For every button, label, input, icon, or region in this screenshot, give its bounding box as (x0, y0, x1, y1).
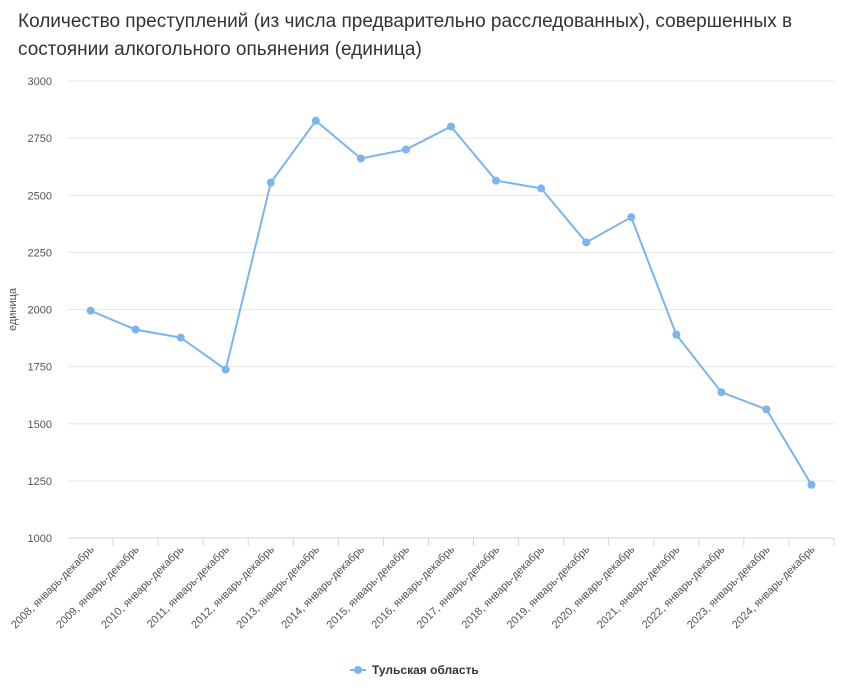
x-tick-label: 2022, январь-декабрь (640, 543, 728, 631)
y-tick-label: 1250 (28, 476, 52, 488)
x-tick-label: 2013, январь-декабрь (234, 543, 322, 631)
data-point[interactable] (672, 330, 681, 339)
y-tick-label: 2250 (28, 247, 52, 259)
data-point[interactable] (401, 145, 410, 154)
x-tick-label: 2020, январь-декабрь (550, 543, 638, 631)
x-tick-label: 2017, январь-декабрь (415, 543, 503, 631)
series-line (90, 119, 813, 486)
y-axis-title: единица (7, 287, 19, 331)
data-point[interactable] (717, 388, 726, 397)
data-point[interactable] (311, 116, 320, 125)
x-tick-label: 2018, январь-декабрь (460, 543, 548, 631)
x-tick-label: 2008, январь-декабрь (9, 543, 97, 631)
legend-marker[interactable] (354, 666, 362, 674)
x-tick-label: 2021, январь-декабрь (595, 543, 683, 631)
x-tick-label: 2009, январь-декабрь (54, 543, 142, 631)
data-point[interactable] (492, 176, 501, 185)
data-point[interactable] (807, 480, 816, 489)
y-tick-label: 2750 (28, 133, 52, 145)
y-tick-label: 3000 (28, 76, 52, 88)
y-tick-label: 2500 (28, 190, 52, 202)
data-point[interactable] (582, 238, 591, 247)
data-point[interactable] (221, 365, 230, 374)
x-tick-label: 2015, январь-декабрь (325, 543, 413, 631)
data-point[interactable] (447, 122, 455, 131)
data-point[interactable] (176, 333, 185, 342)
data-point[interactable] (266, 178, 275, 187)
data-point[interactable] (537, 184, 546, 193)
x-tick-label: 2014, январь-декабрь (279, 543, 367, 631)
data-point[interactable] (356, 154, 365, 163)
y-tick-label: 1750 (28, 362, 52, 374)
chart-title: Количество преступлений (из числа предва… (18, 11, 793, 60)
x-tick-label: 2016, январь-декабрь (370, 543, 458, 631)
x-tick-label: 2012, январь-декабрь (189, 543, 277, 631)
data-point[interactable] (762, 405, 771, 414)
y-tick-label: 2000 (28, 305, 52, 317)
x-tick-label: 2011, январь-декабрь (145, 543, 232, 630)
x-tick-label: 2024, январь-декабрь (730, 543, 818, 631)
data-point[interactable] (627, 213, 636, 222)
y-tick-label: 1000 (28, 533, 52, 545)
y-tick-label: 1500 (28, 419, 52, 431)
x-tick-label: 2010, январь-декабрь (99, 543, 187, 631)
x-tick-label: 2023, январь-декабрь (685, 543, 773, 631)
x-tick-label: 2019, январь-декабрь (505, 543, 593, 631)
data-point[interactable] (131, 325, 140, 334)
data-point[interactable] (86, 306, 95, 315)
legend-label[interactable]: Тульская область (372, 663, 479, 677)
